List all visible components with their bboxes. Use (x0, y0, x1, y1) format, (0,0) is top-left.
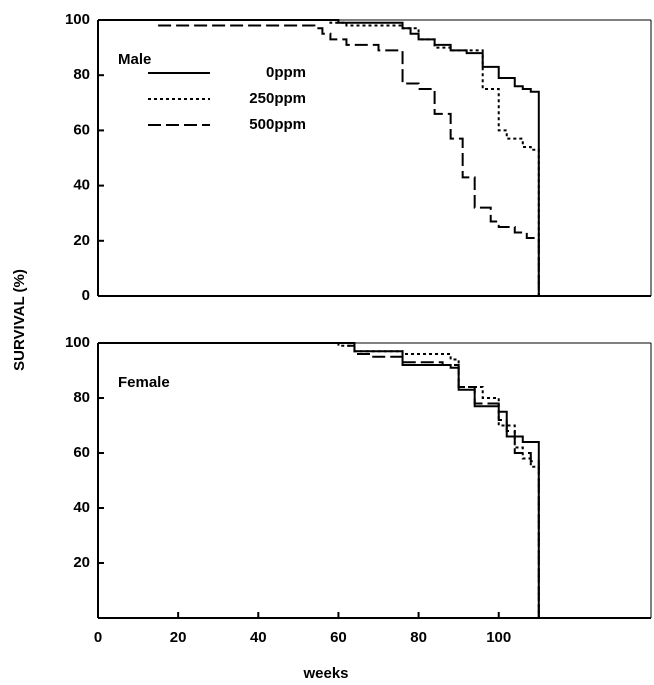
y-tick-label: 40 (73, 177, 90, 194)
x-tick-label: 60 (330, 629, 347, 646)
survival-line (98, 19, 540, 296)
y-axis-label: SURVIVAL (%) (11, 269, 28, 371)
panel-label: Female (118, 374, 170, 391)
x-tick-label: 100 (486, 629, 511, 646)
y-tick-label: 100 (65, 334, 90, 351)
y-tick-label: 60 (73, 444, 90, 461)
y-tick-label: 20 (73, 232, 90, 249)
x-tick-label: 20 (170, 629, 187, 646)
survival-line (98, 342, 540, 618)
y-tick-label: 60 (73, 121, 90, 138)
legend-label: 500ppm (249, 116, 306, 133)
survival-line (158, 24, 540, 296)
y-tick-label: 80 (73, 389, 90, 406)
x-tick-label: 0 (94, 629, 102, 646)
legend-label: 250ppm (249, 90, 306, 107)
survival-line (98, 19, 540, 296)
y-tick-label: 40 (73, 499, 90, 516)
x-axis-label: weeks (302, 665, 348, 682)
survival-line (98, 342, 540, 618)
x-tick-label: 80 (410, 629, 427, 646)
panel-label: Male (118, 51, 151, 68)
y-tick-label: 80 (73, 66, 90, 83)
x-tick-label: 40 (250, 629, 267, 646)
y-tick-label: 0 (82, 287, 90, 304)
y-tick-label: 100 (65, 11, 90, 28)
legend-label: 0ppm (266, 64, 306, 81)
y-tick-label: 20 (73, 554, 90, 571)
